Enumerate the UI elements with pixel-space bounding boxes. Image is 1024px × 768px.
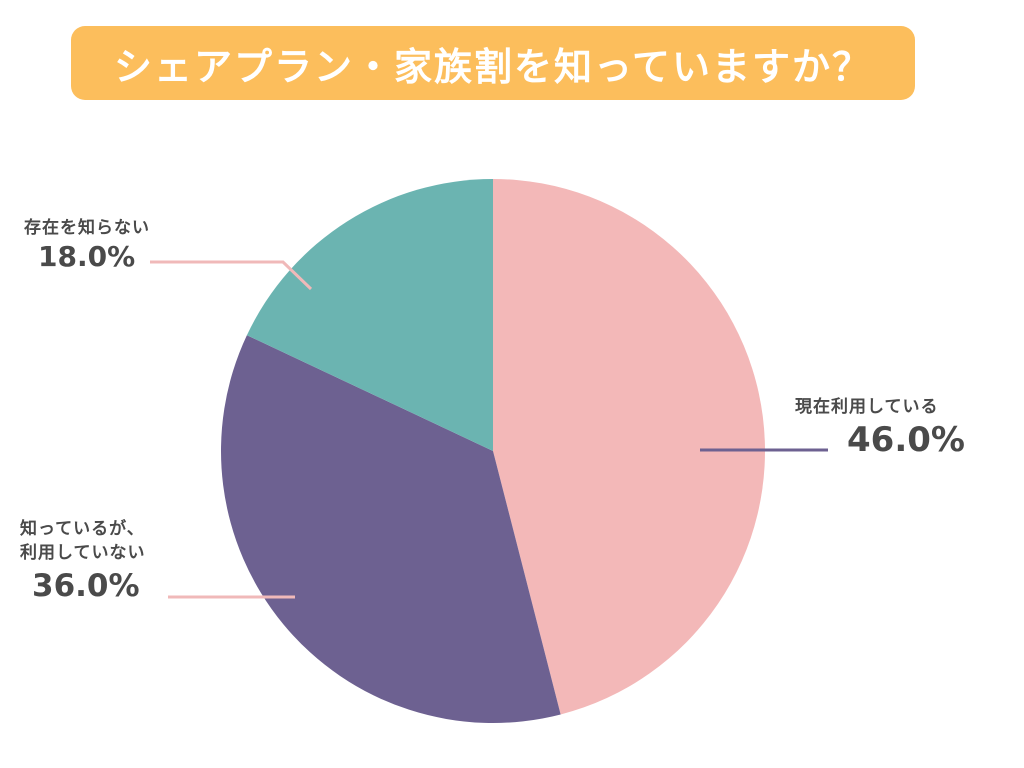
label-using: 現在利用している 46.0% <box>795 395 965 461</box>
slice-value-unknown: 18.0% <box>38 240 136 273</box>
slice-label-not-using-line1: 知っているが、 <box>20 519 145 539</box>
label-not-using: 知っているが、 利用していない 36.0% <box>20 517 146 607</box>
slice-label-not-using-line2: 利用していない <box>20 543 146 563</box>
slice-value-using: 46.0% <box>847 420 965 460</box>
label-unknown: 存在を知らない 18.0% <box>24 216 150 274</box>
leader-line-unknown <box>150 260 313 291</box>
slice-using <box>493 179 765 715</box>
chart-title: シェアプラン・家族割を知っていますか？ <box>113 44 873 89</box>
slice-value-not-using: 36.0% <box>32 568 140 604</box>
slice-label-using: 現在利用している <box>795 397 939 417</box>
slice-not-using <box>220 335 561 723</box>
slice-unknown <box>246 179 493 451</box>
slice-label-unknown: 存在を知らない <box>24 218 150 238</box>
title-banner: シェアプラン・家族割を知っていますか？ <box>71 26 915 100</box>
